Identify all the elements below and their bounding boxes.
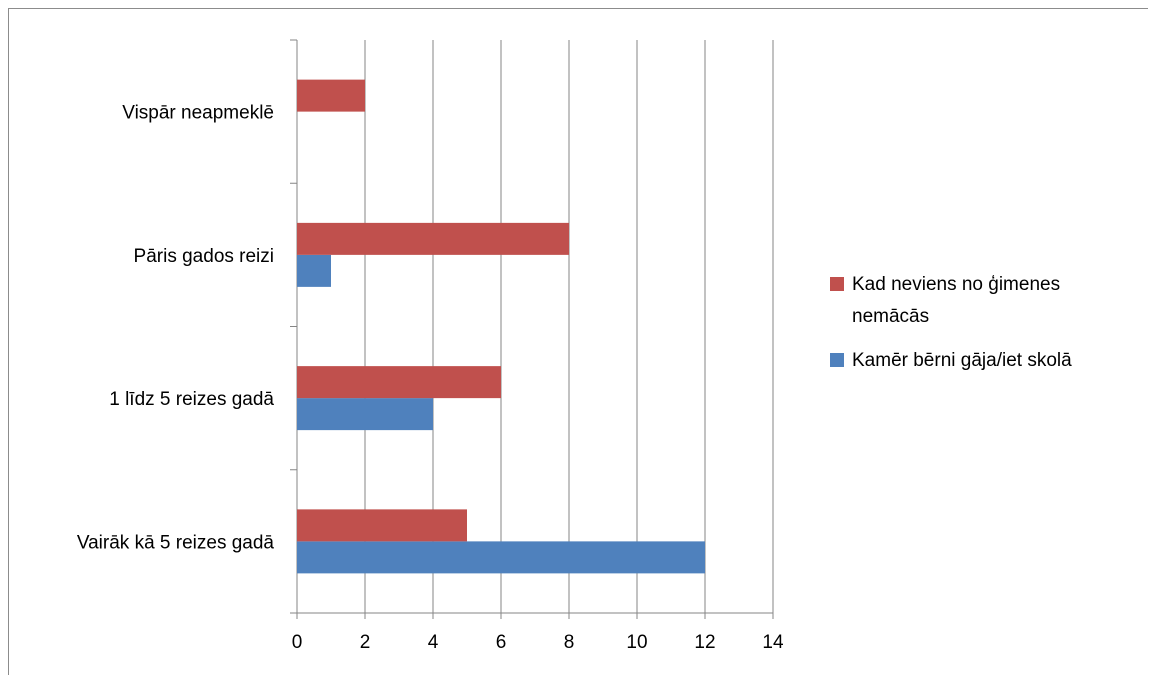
legend-swatch (830, 353, 844, 367)
x-tick-label: 8 (564, 632, 575, 653)
legend-label: nemācās (852, 306, 929, 327)
legend-swatch (830, 277, 844, 291)
y-category-label: 1 līdz 5 reizes gadā (109, 389, 274, 410)
y-category-label: Vairāk kā 5 reizes gadā (77, 532, 275, 553)
bar-series-2 (297, 79, 365, 112)
x-tick-label: 10 (626, 632, 647, 653)
legend-label: Kamēr bērni gāja/iet skolā (852, 350, 1072, 371)
bar-series-1 (297, 254, 331, 287)
bar-series-1 (297, 541, 705, 574)
x-tick-label: 14 (762, 632, 784, 653)
bar-series-2 (297, 366, 501, 399)
legend-label: Kad neviens no ģimenes (852, 274, 1060, 295)
x-tick-label: 4 (428, 632, 439, 653)
x-tick-label: 0 (292, 632, 303, 653)
bar-series-1 (297, 398, 433, 431)
x-tick-label: 12 (694, 632, 715, 653)
bar-series-2 (297, 509, 467, 542)
bar-series-2 (297, 222, 569, 255)
y-category-label: Vispār neapmeklē (122, 103, 274, 124)
x-tick-label: 6 (496, 632, 507, 653)
x-tick-label: 2 (360, 632, 371, 653)
y-category-label: Pāris gados reizi (134, 246, 274, 267)
